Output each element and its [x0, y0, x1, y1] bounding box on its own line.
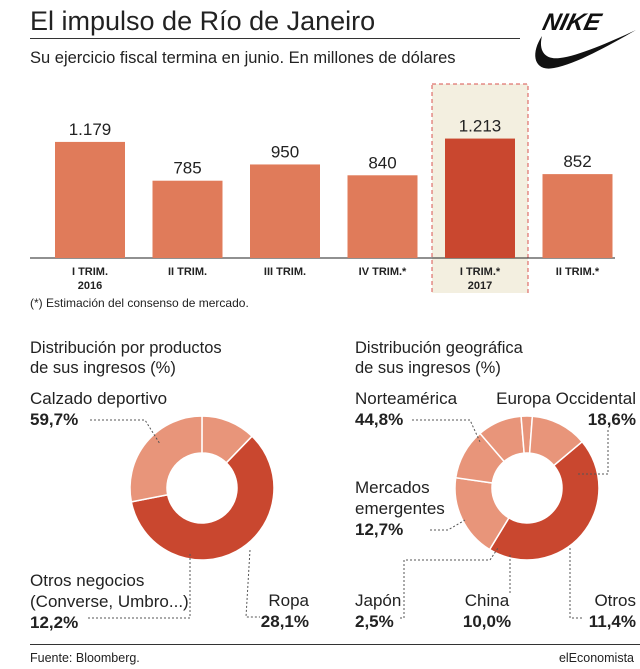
footnote: (*) Estimación del consenso de mercado. [30, 296, 249, 310]
x-tick-label: I TRIM. [72, 266, 108, 278]
title-divider [30, 38, 520, 39]
emergentes-label: emergentes [355, 499, 445, 518]
bar-6 [542, 174, 613, 258]
swoosh-mark [535, 30, 636, 69]
nike-swoosh-logo: NIKE [535, 9, 636, 69]
norteamerica-leader-line [412, 419, 481, 443]
ropa-value: 28,1% [261, 612, 309, 631]
bar-value-label: 785 [173, 159, 201, 178]
x-tick-label: III TRIM. [264, 266, 306, 278]
otros-negocios-leader-line [88, 552, 191, 619]
donut-slice-1 [130, 435, 275, 561]
otros-negocios-label: (Converse, Umbro...) [30, 592, 189, 611]
bar-3 [250, 164, 320, 258]
bar-value-label: 840 [368, 153, 396, 172]
footer-divider [30, 644, 640, 645]
bar-5 [445, 138, 515, 258]
calzado-label: Calzado deportivo [30, 389, 167, 408]
products-section-title: Distribución por productos de sus ingres… [30, 338, 222, 378]
chart-title: El impulso de Río de Janeiro [30, 6, 376, 36]
publisher-brand: elEconomista [558, 651, 634, 665]
x-tick-label: II TRIM.* [556, 266, 600, 278]
ropa-label: Ropa [268, 591, 309, 610]
donut-slice-1 [488, 440, 600, 561]
calzado-value: 59,7% [30, 410, 78, 429]
bar-value-label: 1.213 [459, 117, 502, 136]
emergentes-label: Mercados [355, 478, 430, 497]
europa-label: Europa Occidental [496, 389, 636, 408]
geo-section-title: Distribución geográfica de sus ingresos … [355, 338, 523, 378]
geo-title-line2: de sus ingresos (%) [355, 359, 501, 377]
chart-subtitle: Su ejercicio fiscal termina en junio. En… [30, 49, 456, 67]
bar-value-label: 852 [563, 152, 591, 171]
japon-leader-line [400, 547, 499, 619]
otros-label: Otros [594, 591, 636, 610]
x-tick-year-label: 2016 [78, 280, 102, 292]
products-title-line1: Distribución por productos [30, 339, 222, 357]
bar-1 [55, 141, 125, 258]
bar-2 [152, 180, 223, 258]
x-tick-label: I TRIM.* [460, 266, 501, 278]
bar-value-label: 950 [271, 142, 299, 161]
japon-value: 2,5% [355, 612, 394, 631]
products-title-line2: de sus ingresos (%) [30, 359, 176, 377]
otros-leader-line [569, 548, 582, 619]
bar-4 [347, 175, 418, 258]
europa-value: 18,6% [588, 410, 636, 429]
donut-slice-2 [129, 415, 203, 503]
emergentes-value: 12,7% [355, 520, 403, 539]
calzado-leader-line [90, 419, 161, 445]
china-value: 10,0% [463, 612, 511, 631]
norteamerica-label: Norteamérica [355, 389, 458, 408]
quarterly-revenue-bar-chart: 1.179 I TRIM. 2016 785 II TRIM. 950 III TRIM. 8… [30, 83, 615, 293]
otros-negocios-value: 12,2% [30, 613, 78, 632]
europa-leader-line [578, 428, 609, 475]
emergentes-leader-line [430, 519, 466, 531]
otros-negocios-label: Otros negocios [30, 571, 144, 590]
china-label: China [465, 591, 510, 610]
norteamerica-value: 44,8% [355, 410, 403, 429]
x-tick-label: II TRIM. [168, 266, 207, 278]
logo-wordmark: NIKE [540, 9, 605, 36]
donut-slice-6 [528, 415, 584, 467]
geography-donut-chart: Norteamérica 44,8% Europa Occidental 18,6% O… [355, 389, 636, 631]
source-note: Fuente: Bloomberg. [30, 651, 140, 665]
x-tick-year-label: 2017 [468, 280, 492, 292]
japon-label: Japón [355, 591, 401, 610]
bar-value-label: 1.179 [69, 120, 112, 139]
products-donut-chart: Calzado deportivo 59,7% Ropa 28,1% Otros neg… [30, 389, 310, 632]
geo-title-line1: Distribución geográfica [355, 339, 523, 357]
otros-value: 11,4% [589, 612, 636, 631]
donut-slice-3 [201, 415, 254, 464]
x-tick-label: IV TRIM.* [359, 266, 407, 278]
ropa-leader-line [245, 549, 260, 618]
